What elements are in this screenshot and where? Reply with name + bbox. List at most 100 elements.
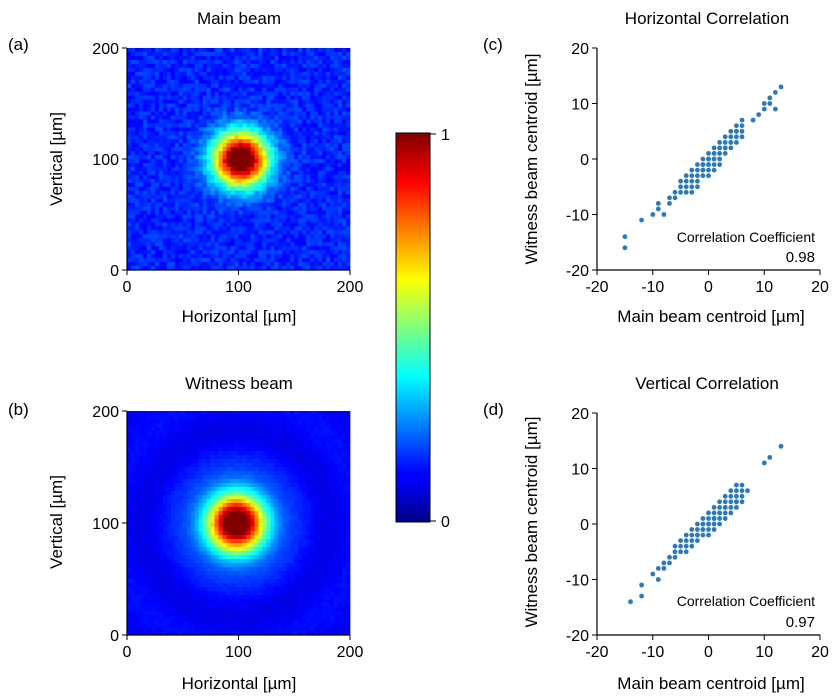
heatmap-cell [258,159,263,164]
heatmap-cell [250,79,255,85]
heatmap-cell [298,507,303,512]
heatmap-cell [258,491,263,496]
heatmap-cell [326,79,331,85]
heatmap-cell [186,95,192,100]
heatmap-cell [170,194,176,199]
heatmap-cell [338,194,343,199]
heatmap-cell [274,139,279,144]
heatmap-cell [234,159,239,164]
heatmap-cell [127,531,132,536]
heatmap-cell [266,415,271,420]
heatmap-cell [306,79,311,85]
heatmap-cell [326,99,331,104]
heatmap-cell [278,99,283,104]
heatmap-cell [178,174,184,180]
heatmap-cell [246,178,251,184]
heatmap-cell [222,423,227,428]
heatmap-cell [158,443,164,448]
heatmap-cell [314,159,319,164]
heatmap-cell [210,523,215,528]
heatmap-cell [310,222,315,227]
heatmap-cell [198,63,204,69]
heatmap-cell [314,491,319,496]
heatmap-cell [130,99,136,104]
heatmap-cell [146,115,152,120]
heatmap-cell [186,202,192,207]
heatmap-cell [282,467,287,472]
heatmap-cell [298,451,303,456]
heatmap-cell [302,119,307,124]
heatmap-cell [174,182,180,188]
heatmap-cell [127,511,132,516]
heatmap-cell [178,198,184,203]
heatmap-cell [282,226,287,231]
heatmap-cell [127,250,132,255]
heatmap-cell [334,115,339,120]
heatmap-cell [214,162,219,168]
heatmap-cell [302,99,307,104]
heatmap-cell [150,107,156,112]
heatmap-cell [162,226,168,231]
heatmap-cell [330,507,335,512]
heatmap-cell [290,423,295,428]
heatmap-cell [286,443,291,448]
heatmap-cell [142,83,148,88]
heatmap-cell [130,519,136,524]
heatmap-cell [202,87,207,92]
heatmap-cell [234,139,239,144]
heatmap-cell [170,111,176,116]
heatmap-cell [162,127,168,132]
heatmap-cell [190,531,196,536]
heatmap-cell [282,194,287,199]
heatmap-cell [130,471,136,476]
heatmap-cell [274,95,279,100]
heatmap-cell [342,447,347,452]
heatmap-cell [270,107,275,112]
heatmap-cell [250,423,255,428]
heatmap-cell [154,262,160,267]
heatmap-cell [174,194,180,199]
heatmap-cell [262,170,267,176]
heatmap-cell [190,83,196,88]
heatmap-cell [138,48,144,53]
heatmap-cell [206,202,211,207]
heatmap-cell [266,455,271,460]
heatmap-cell [202,411,207,416]
heatmap-cell [306,206,311,211]
heatmap-cell [210,143,215,148]
heatmap-cell [318,71,323,77]
heatmap-cell [278,123,283,128]
heatmap-cell [198,174,204,180]
heatmap-cell [314,475,319,480]
heatmap-cell [338,419,343,424]
heatmap-cell [298,143,303,148]
heatmap-cell [270,159,275,164]
heatmap-cell [158,238,164,243]
heatmap-cell [330,242,335,247]
heatmap-cell [130,447,136,452]
heatmap-cell [274,127,279,132]
heatmap-cell [130,166,136,172]
heatmap-cell [150,87,156,92]
heatmap-cell [298,519,303,524]
heatmap-cell [222,535,227,540]
heatmap-cell [318,198,323,203]
heatmap-cell [222,198,227,203]
heatmap-cell [318,123,323,128]
heatmap-cell [270,230,275,235]
heatmap-cell [330,479,335,484]
heatmap-cell [190,182,196,188]
heatmap-cell [302,107,307,112]
heatmap-cell [266,194,271,199]
heatmap-cell [182,119,188,124]
heatmap-cell [342,75,347,81]
heatmap-cell [127,242,132,247]
heatmap-cell [286,519,291,524]
heatmap-cell [322,75,327,81]
heatmap-cell [238,71,243,77]
heatmap-cell [310,242,315,247]
heatmap-cell [198,91,204,96]
heatmap-cell [138,75,144,81]
heatmap-cell [310,155,315,160]
heatmap-cell [162,487,168,492]
